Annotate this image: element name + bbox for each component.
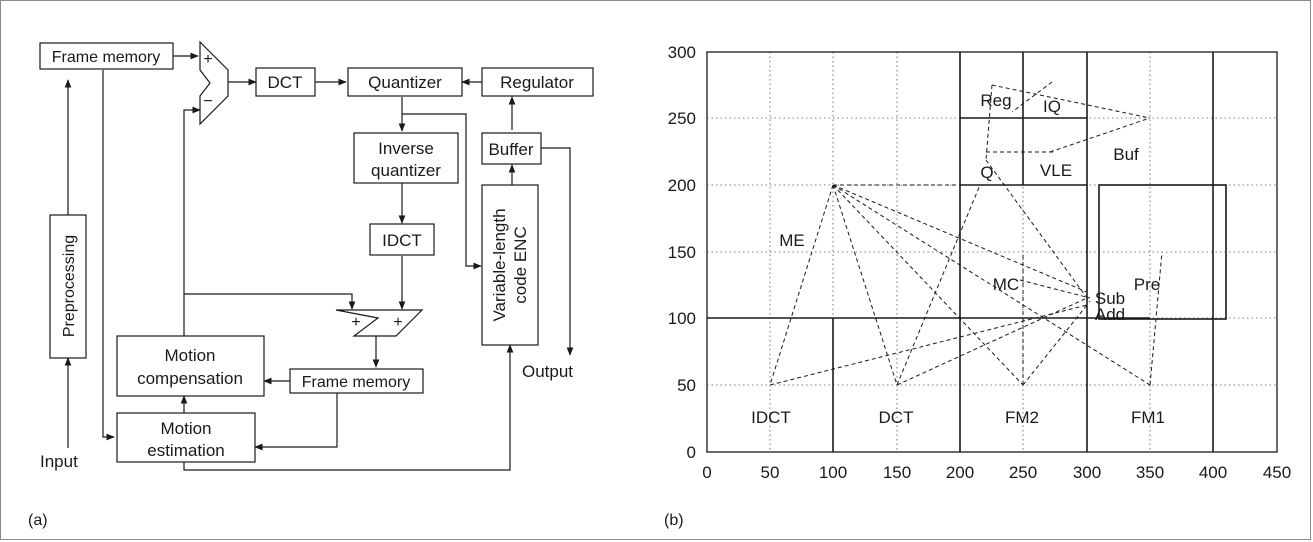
y-tick-250: 250: [668, 109, 696, 128]
module-dct: DCT: [879, 408, 914, 427]
adder-right-plus-sign: +: [393, 314, 402, 331]
adder: + +: [335, 309, 424, 337]
motion-compensation-label-line2: compensation: [137, 369, 243, 388]
wire-mc-to-adder: [183, 293, 356, 336]
module-fm1: FM1: [1131, 408, 1165, 427]
x-tick-350: 350: [1136, 463, 1164, 482]
wire-frame-memory-to-motion-estimation: [102, 70, 115, 441]
x-axis-ticks: 0 50 100 150 200 250 300 350 400 450: [702, 463, 1291, 482]
motion-estimation-block: Motion estimation: [116, 412, 256, 463]
x-tick-150: 150: [883, 463, 911, 482]
y-tick-0: 0: [687, 443, 696, 462]
idct-block: IDCT: [369, 223, 435, 256]
module-vle: VLE: [1040, 161, 1072, 180]
floorplan-partitions: [707, 52, 1227, 452]
module-fm2: FM2: [1005, 408, 1039, 427]
idct-label: IDCT: [382, 231, 422, 250]
module-idct: IDCT: [751, 408, 791, 427]
subtractor: + −: [199, 40, 229, 126]
y-axis-ticks: 0 50 100 150 200 250 300: [668, 43, 696, 462]
panel-a-wires: [64, 52, 574, 471]
motion-estimation-label-line1: Motion: [160, 419, 211, 438]
buffer-block: Buffer: [481, 132, 542, 165]
frame-memory-bottom-block: Frame memory: [289, 368, 424, 394]
x-tick-450: 450: [1263, 463, 1291, 482]
floorplan-connections: [769, 81, 1163, 386]
output-label: Output: [522, 362, 573, 381]
module-me: ME: [779, 231, 805, 250]
module-reg: Reg: [980, 91, 1011, 110]
wire-quantizer-to-vlc: [402, 113, 482, 270]
floorplan-grid: [707, 52, 1277, 452]
regulator-label: Regulator: [500, 73, 574, 92]
module-q: Q: [980, 163, 993, 182]
module-buf: Buf: [1113, 145, 1139, 164]
preprocessing-block: Preprocessing: [49, 214, 87, 359]
dct-label: DCT: [268, 73, 303, 92]
frame-memory-top-label: Frame memory: [52, 49, 160, 66]
x-tick-100: 100: [819, 463, 847, 482]
buffer-label: Buffer: [488, 140, 533, 159]
inverse-quantizer-label-line1: Inverse: [378, 139, 434, 158]
x-tick-0: 0: [702, 463, 711, 482]
module-iq: IQ: [1043, 97, 1061, 116]
wire-me-to-vlc: [183, 344, 514, 471]
x-tick-300: 300: [1073, 463, 1101, 482]
vlc-encoder-block: Variable-length code ENC: [481, 184, 539, 346]
x-tick-250: 250: [1009, 463, 1037, 482]
vlc-encoder-label-line2: code ENC: [511, 226, 530, 303]
module-mc: MC: [993, 275, 1019, 294]
y-tick-100: 100: [668, 309, 696, 328]
motion-compensation-block: Motion compensation: [116, 335, 265, 397]
quantizer-block: Quantizer: [347, 67, 463, 97]
motion-compensation-label-line1: Motion: [164, 346, 215, 365]
wire-frame-memory-to-me: [254, 392, 338, 451]
dct-block: DCT: [255, 67, 316, 97]
floorplan-plot-area: [706, 51, 1278, 453]
module-sub: Sub: [1095, 289, 1125, 308]
preprocessing-label: Preprocessing: [61, 235, 78, 337]
regulator-block: Regulator: [481, 67, 594, 97]
panel-b: ME MC Reg IQ Q VLE Buf Sub Add Pre IDCT …: [664, 43, 1291, 529]
vlc-encoder-label-line1: Variable-length: [490, 208, 509, 321]
x-tick-200: 200: [946, 463, 974, 482]
subtractor-plus-sign: +: [203, 51, 212, 68]
x-tick-400: 400: [1199, 463, 1227, 482]
panel-b-caption: (b): [664, 512, 684, 529]
inverse-quantizer-block: Inverse quantizer: [353, 132, 459, 184]
inverse-quantizer-label-line2: quantizer: [371, 161, 441, 180]
x-tick-50: 50: [761, 463, 780, 482]
subtractor-minus-sign: −: [203, 93, 212, 110]
motion-estimation-label-line2: estimation: [147, 441, 224, 460]
module-add: Add: [1095, 305, 1125, 324]
wire-mc-to-subtractor: [183, 106, 201, 294]
y-tick-50: 50: [677, 376, 696, 395]
module-pre: Pre: [1134, 275, 1160, 294]
input-label: Input: [40, 452, 78, 471]
y-tick-200: 200: [668, 176, 696, 195]
y-tick-300: 300: [668, 43, 696, 62]
y-tick-150: 150: [668, 243, 696, 262]
frame-memory-bottom-label: Frame memory: [302, 374, 410, 391]
floorplan-module-labels: ME MC Reg IQ Q VLE Buf Sub Add Pre IDCT …: [751, 91, 1165, 427]
pre-module-region: [1098, 184, 1227, 320]
panel-a-caption: (a): [28, 512, 48, 529]
quantizer-label: Quantizer: [368, 73, 442, 92]
frame-memory-top-block: Frame memory: [39, 42, 174, 70]
wire-buffer-to-output: [541, 147, 574, 356]
adder-left-plus-sign: +: [351, 314, 360, 331]
panel-a: Frame memory Preprocessing + − DCT Quant…: [28, 40, 594, 529]
